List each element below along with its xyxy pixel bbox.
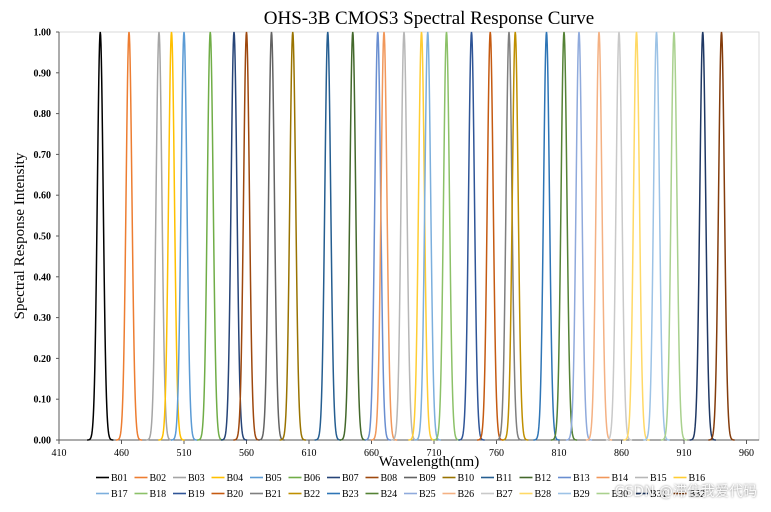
- series-curve-b21: [495, 31, 523, 441]
- series-curve-b28: [623, 31, 650, 441]
- series-curve-b31: [689, 31, 716, 441]
- series-curve-b19: [458, 31, 485, 441]
- legend-label: B20: [227, 489, 244, 500]
- legend-label: B06: [304, 473, 321, 484]
- legend-label: B10: [458, 473, 475, 484]
- legend-label: B09: [419, 473, 436, 484]
- series-curve-b10: [279, 31, 306, 441]
- legend-label: B12: [535, 473, 552, 484]
- legend-label: B11: [496, 473, 512, 484]
- x-tick-label: 410: [52, 448, 67, 459]
- legend-label: B05: [265, 473, 282, 484]
- y-tick-label: 0.10: [34, 395, 52, 406]
- legend-label: B18: [150, 489, 167, 500]
- legend-label: B25: [419, 489, 436, 500]
- legend-label: B30: [612, 489, 629, 500]
- series-curve-b05: [170, 31, 198, 441]
- x-tick-label: 510: [177, 448, 192, 459]
- series-curve-b12: [339, 31, 366, 441]
- series-curve-b07: [220, 31, 248, 441]
- x-tick-label: 910: [677, 448, 692, 459]
- legend-label: B24: [381, 489, 398, 500]
- legend-label: B13: [573, 473, 590, 484]
- y-tick-label: 0.90: [34, 68, 52, 79]
- legend-label: B21: [265, 489, 282, 500]
- legend-label: B02: [150, 473, 167, 484]
- y-tick-label: 0.60: [34, 191, 52, 202]
- series-curve-b06: [197, 31, 224, 441]
- series-curve-b08: [233, 31, 260, 441]
- y-axis-label: Spectral Response Intensity: [12, 152, 28, 319]
- y-tick-label: 0.00: [34, 436, 52, 447]
- series-curve-b30: [660, 31, 688, 441]
- x-tick-label: 860: [614, 448, 629, 459]
- x-tick-label: 810: [552, 448, 567, 459]
- x-tick-label: 760: [489, 448, 504, 459]
- series-curve-b09: [258, 31, 285, 441]
- legend-label: B08: [381, 473, 398, 484]
- x-tick-label: 460: [114, 448, 129, 459]
- series-curve-b24: [550, 31, 578, 441]
- series-curve-b20: [477, 31, 504, 441]
- legend-label: B29: [573, 489, 590, 500]
- legend-label: B03: [188, 473, 205, 484]
- legend-label: B07: [342, 473, 359, 484]
- series-curve-b22: [502, 31, 529, 441]
- series-curve-b02: [115, 31, 143, 441]
- series-curve-b23: [533, 31, 560, 441]
- legend-label: B16: [689, 473, 706, 484]
- x-tick-label: 960: [739, 448, 754, 459]
- series-curve-b15: [390, 31, 418, 441]
- series-curve-b11: [314, 31, 341, 441]
- legend-label: B14: [612, 473, 629, 484]
- legend-label: B04: [227, 473, 244, 484]
- legend-label: B22: [304, 489, 321, 500]
- series-curve-b16: [408, 31, 435, 441]
- x-tick-label: 610: [302, 448, 317, 459]
- series-curve-b18: [433, 31, 460, 441]
- series-curve-b17: [414, 31, 441, 441]
- y-tick-label: 0.30: [34, 313, 52, 324]
- series-curve-b14: [370, 31, 398, 441]
- series-curve-b01: [87, 31, 114, 441]
- series-curve-b04: [158, 31, 185, 441]
- x-axis-label: Wavelength(nm): [379, 454, 479, 470]
- y-tick-label: 1.00: [34, 28, 52, 39]
- legend-label: B01: [111, 473, 128, 484]
- legend-label: B23: [342, 489, 359, 500]
- series-curve-b13: [364, 31, 391, 441]
- y-tick-label: 0.20: [34, 354, 52, 365]
- series-curve-b32: [708, 31, 735, 441]
- y-tick-label: 0.40: [34, 272, 52, 283]
- series-curve-b27: [605, 31, 633, 441]
- chart-title: OHS-3B CMOS3 Spectral Response Curve: [264, 8, 594, 29]
- legend-label: B28: [535, 489, 552, 500]
- series-curve-b25: [565, 31, 593, 441]
- x-tick-label: 710: [427, 448, 442, 459]
- series-curve-b26: [585, 31, 613, 441]
- series-curve-b03: [145, 31, 173, 441]
- x-tick-label: 660: [364, 448, 379, 459]
- y-tick-label: 0.70: [34, 150, 52, 161]
- legend-label: B27: [496, 489, 513, 500]
- y-tick-label: 0.50: [34, 232, 52, 243]
- legend-label: B32: [689, 489, 706, 500]
- y-tick-label: 0.80: [34, 109, 52, 120]
- legend-label: B17: [111, 489, 128, 500]
- legend-label: B15: [650, 473, 667, 484]
- legend-label: B26: [458, 489, 475, 500]
- legend-label: B31: [650, 489, 667, 500]
- x-tick-label: 560: [239, 448, 254, 459]
- series-curve-b29: [643, 31, 670, 441]
- legend-label: B19: [188, 489, 205, 500]
